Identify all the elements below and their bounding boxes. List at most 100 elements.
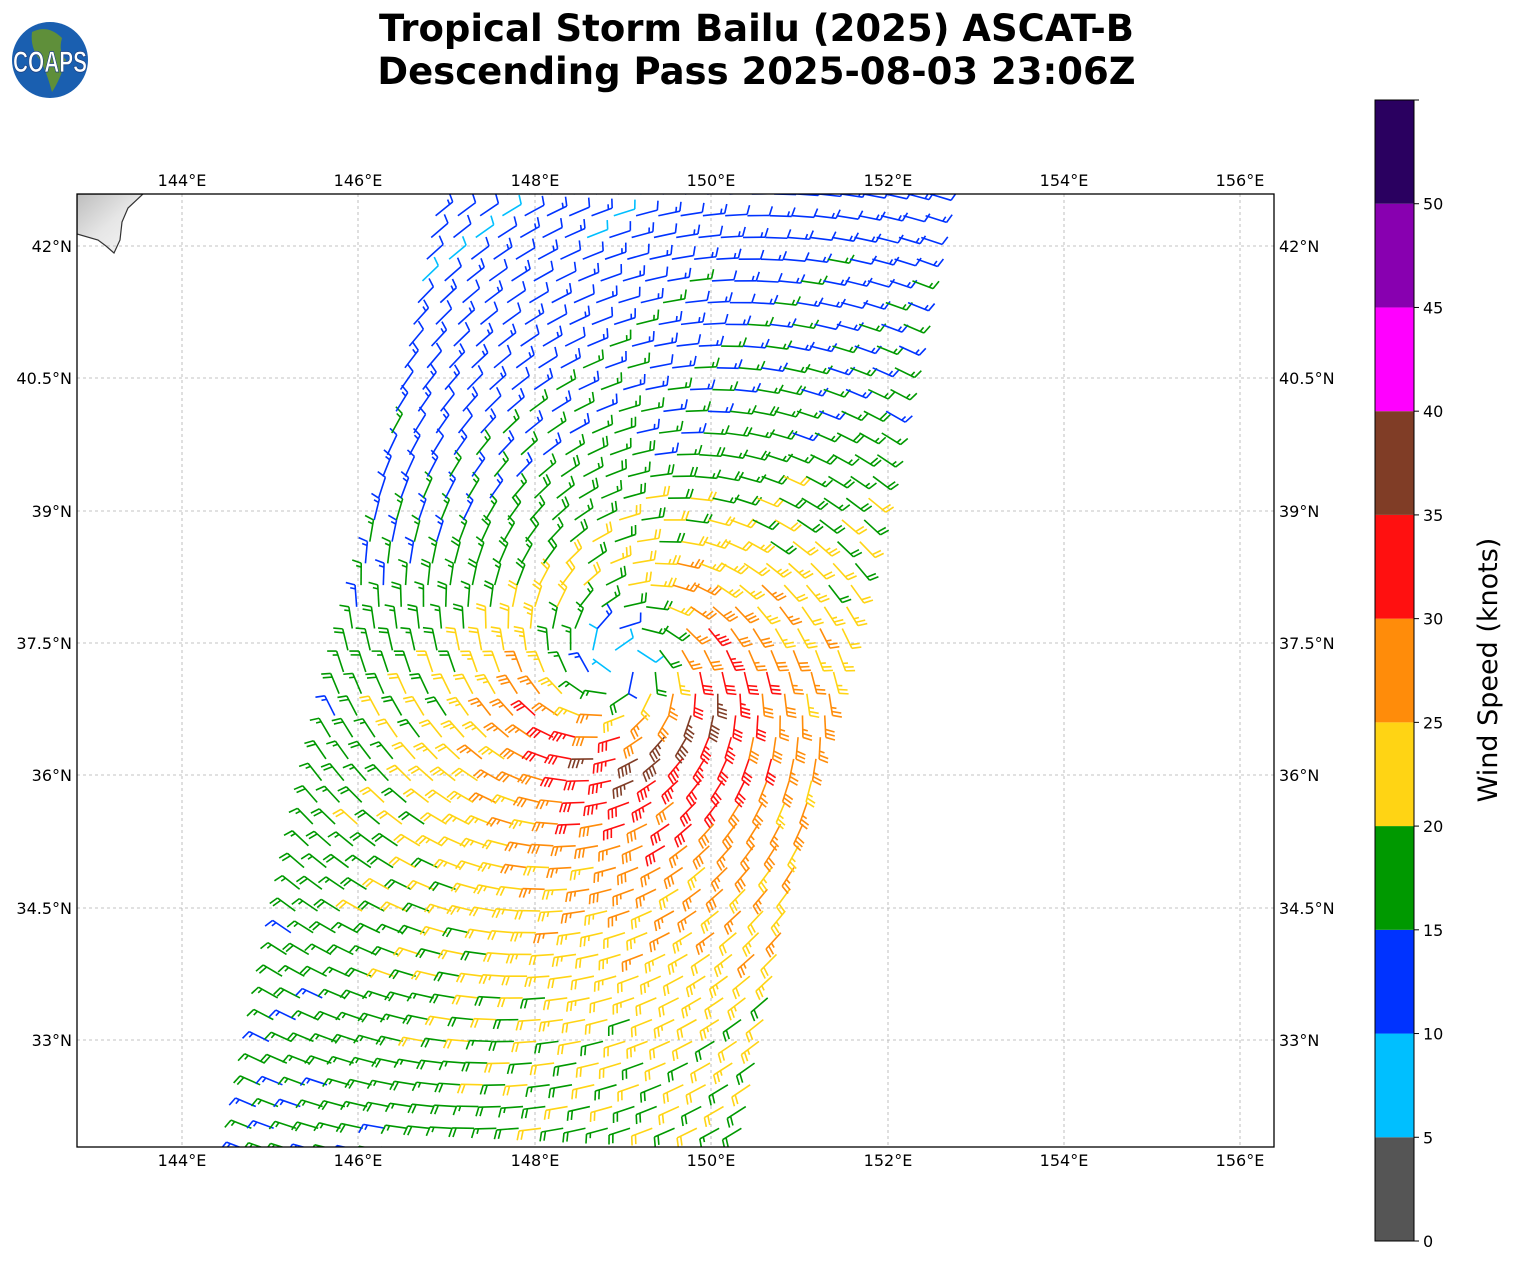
wind-barb [524,195,545,217]
wind-barb [765,671,782,695]
wind-barb [384,604,398,629]
wind-barb [426,449,439,477]
wind-barb [579,931,603,948]
wind-barb [680,202,705,217]
wind-barb [671,1040,693,1062]
wind-barb [451,767,478,782]
wind-barb [783,475,811,487]
wind-barb [335,1122,363,1133]
wind-barb [658,1105,680,1126]
wind-barb [474,995,501,1007]
wind-barb [502,514,516,543]
wind-barb [446,904,474,916]
wind-barb [894,257,922,267]
wind-barb [699,671,714,696]
wind-barb [598,953,621,971]
wind-barb [542,537,558,564]
wind-barb [720,226,746,239]
wind-barb [809,231,837,242]
wind-barb [467,626,483,651]
wind-barb [466,258,485,282]
wind-barb [806,693,820,719]
wind-barb [663,627,691,642]
wind-barb [528,953,554,966]
wind-barb [511,259,531,282]
colorbar-segment [1375,411,1414,515]
wind-barb [671,246,696,260]
wind-barb [380,1124,408,1135]
wind-barb [460,650,478,673]
wind-barb [484,280,504,304]
wind-barb [732,975,751,1000]
wind-barb [685,290,710,304]
wind-barb [536,625,550,651]
wind-barb [755,715,767,742]
colorbar-tick-label: 25 [1423,713,1443,732]
wind-barb [741,758,753,787]
wind-barb [554,823,581,835]
wind-barb [586,220,609,239]
wind-barb [693,693,704,721]
wind-barb [626,1040,648,1059]
wind-barb [327,831,354,847]
wind-barb [801,497,829,511]
wind-barb [425,1126,452,1137]
wind-barb [591,658,612,673]
wind-barb [627,1150,648,1167]
lon-tick-label: 156°E [1216,1151,1265,1170]
wind-barb [623,592,648,608]
wind-barb [552,1062,577,1077]
wind-barb [533,260,554,282]
wind-barb [758,780,769,808]
wind-barb [515,1018,541,1031]
wind-barb [424,696,447,716]
wind-barb [500,863,527,874]
wind-barb [793,823,805,852]
wind-barb [832,562,857,581]
wind-barb [645,845,666,867]
wind-barb [476,603,487,629]
wind-barb [564,218,586,239]
wind-barb [563,779,589,791]
wind-barb [771,737,783,764]
wind-barb [635,200,659,217]
wind-barb [605,459,628,478]
wind-barb [359,695,380,716]
wind-barb [506,1062,532,1075]
wind-barb [542,432,562,456]
wind-barb [708,715,720,743]
lon-tick-label: 146°E [334,171,383,190]
wind-barb [519,997,546,1009]
wind-barb [850,584,874,604]
wind-barb [416,1059,443,1070]
wind-barb [335,1011,363,1021]
wind-barb [337,786,363,803]
colorbar-tick-label: 0 [1423,1232,1433,1251]
colorbar-segment [1375,1137,1414,1241]
wind-barb [836,210,864,220]
wind-barb [264,919,292,934]
wind-barb [805,365,833,375]
lat-tick-label: 42°N [32,237,72,256]
wind-barb [438,1060,466,1071]
wind-barb [788,562,814,579]
wind-barb [805,253,833,263]
wind-barb [562,1127,586,1143]
wind-barb [392,946,421,958]
wind-barb [721,449,749,459]
wind-barb [417,385,432,412]
wind-barb [506,387,525,412]
wind-barb [513,625,527,651]
chart-title-line1: Tropical Storm Bailu (2025) ASCAT-B [379,7,1134,50]
wind-barb [631,222,655,239]
wind-barb [635,997,657,1017]
wind-barb [679,801,697,827]
lat-tick-label: 34.5°N [1279,899,1335,918]
wind-barb [783,693,797,719]
wind-barb [654,671,667,697]
wind-barb [499,602,510,629]
wind-barb [616,975,639,994]
wind-barb [868,497,895,513]
wind-barb [556,369,577,391]
wind-barb [650,1150,670,1168]
